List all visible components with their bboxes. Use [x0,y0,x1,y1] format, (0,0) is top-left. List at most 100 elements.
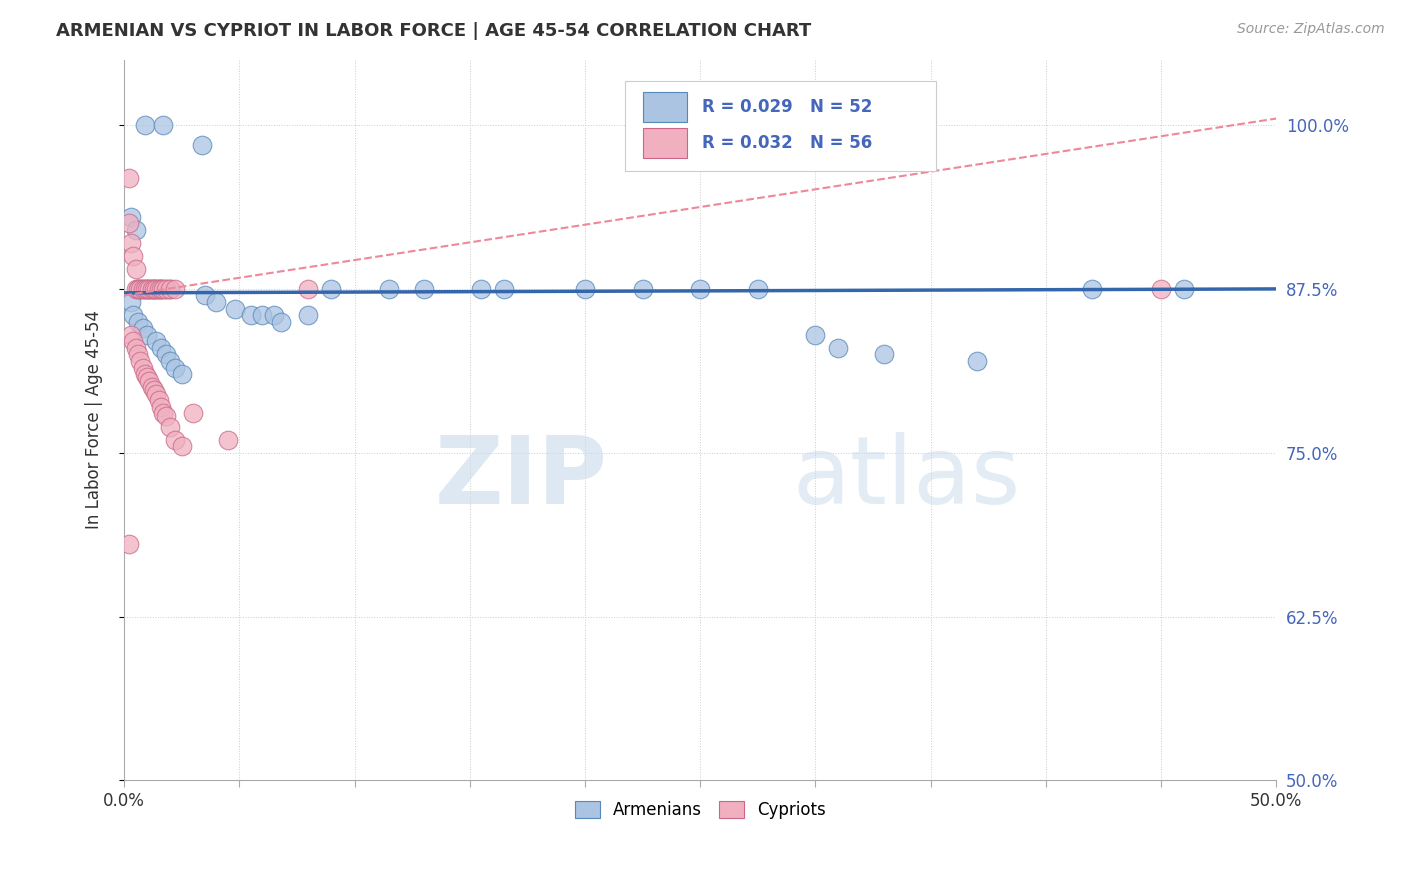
Point [120,235,142,250]
Point [155,347,177,361]
Point [122,334,145,349]
Point [827,341,849,355]
Point [1173,282,1195,296]
Point [150,341,173,355]
Point [141,380,163,394]
Text: R = 0.032   N = 56: R = 0.032 N = 56 [703,134,873,153]
Text: ARMENIAN VS CYPRIOT IN LABOR FORCE | AGE 45-54 CORRELATION CHART: ARMENIAN VS CYPRIOT IN LABOR FORCE | AGE… [56,22,811,40]
Point [131,360,153,375]
Point [163,433,186,447]
Point [143,383,166,397]
Point [170,367,193,381]
Point [143,282,166,296]
Point [689,282,711,296]
Point [170,439,193,453]
FancyBboxPatch shape [626,81,936,171]
Point [159,419,181,434]
Point [152,282,174,296]
Point [159,282,181,296]
Point [138,282,160,296]
Point [163,360,186,375]
Point [118,537,141,551]
Point [297,308,319,322]
Point [574,282,596,296]
Point [150,282,173,296]
Point [136,282,159,296]
Point [181,406,204,420]
Point [118,170,141,185]
Point [412,282,434,296]
Point [124,262,146,277]
Point [127,315,149,329]
Point [122,249,145,263]
Point [134,282,156,296]
Point [134,367,156,381]
Point [631,282,654,296]
Point [155,409,177,423]
Point [159,282,181,296]
Point [163,282,186,296]
Text: R = 0.029   N = 52: R = 0.029 N = 52 [703,98,873,116]
Legend: Armenians, Cypriots: Armenians, Cypriots [568,795,832,826]
Point [124,282,146,296]
Point [270,315,292,329]
Point [136,327,159,342]
Point [129,282,152,296]
Point [124,223,146,237]
Y-axis label: In Labor Force | Age 45-54: In Labor Force | Age 45-54 [86,310,103,530]
Point [143,282,166,296]
Point [122,308,145,322]
Point [966,354,988,368]
Point [134,118,156,132]
Point [120,295,142,310]
Point [118,216,141,230]
Point [155,282,177,296]
Point [150,282,173,296]
Text: ZIP: ZIP [434,432,607,524]
Point [1081,282,1104,296]
Point [141,282,163,296]
Point [155,282,177,296]
Point [321,282,343,296]
Point [239,308,262,322]
Point [263,308,285,322]
Point [131,321,153,335]
Point [159,354,181,368]
Point [127,347,149,361]
Text: Source: ZipAtlas.com: Source: ZipAtlas.com [1237,22,1385,37]
Point [129,282,152,296]
Point [152,406,174,420]
Point [873,347,896,361]
Point [224,301,246,316]
Point [120,210,142,224]
FancyBboxPatch shape [643,128,688,159]
Point [120,327,142,342]
Point [138,282,160,296]
Point [131,282,153,296]
Point [127,282,149,296]
Point [152,118,174,132]
Point [804,327,827,342]
Text: atlas: atlas [792,432,1021,524]
Point [145,386,167,401]
Point [148,282,170,296]
Point [136,282,159,296]
Point [129,354,152,368]
Point [378,282,401,296]
Point [194,288,217,302]
Point [470,282,492,296]
Point [205,295,228,310]
Point [148,282,170,296]
FancyBboxPatch shape [643,92,688,122]
Point [297,282,319,296]
Point [138,374,160,388]
Point [127,282,149,296]
Point [252,308,274,322]
Point [136,369,159,384]
Point [1150,282,1173,296]
Point [217,433,239,447]
Point [141,282,163,296]
Point [124,341,146,355]
Point [145,282,167,296]
Point [131,282,153,296]
